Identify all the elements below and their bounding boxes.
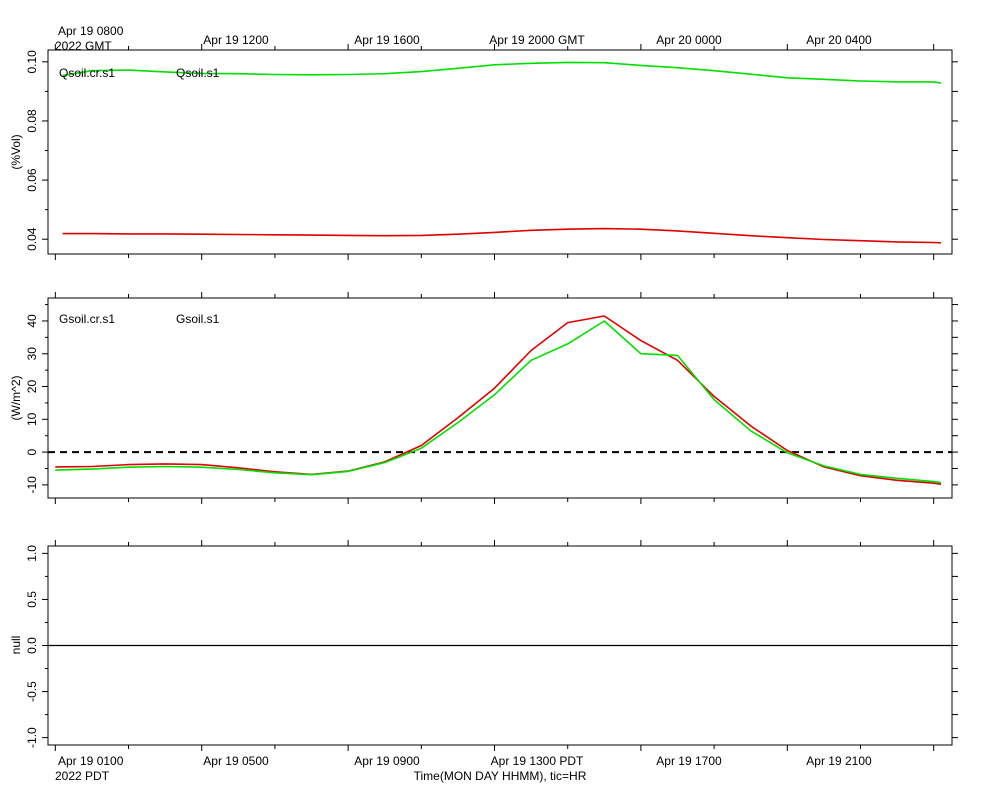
- series-line-gsoil-cr-s1: [55, 315, 942, 485]
- panel-soil-heat-flux: -10 0 10 20 30 40 (W/m^2) Gsoil.cr.s1 Gsoil.s…: [9, 292, 958, 504]
- y-tick-label: 0.10: [25, 50, 39, 74]
- y-tick-label: 20: [25, 380, 39, 394]
- y-tick-label: 0.06: [25, 168, 39, 192]
- legend-label-gsoil: Gsoil.s1: [176, 312, 220, 326]
- x-axis-title: Time(MON DAY HHMM), tic=HR: [414, 769, 587, 783]
- y-tick-label: 0: [25, 448, 39, 455]
- bottom-axis-tick-label: Apr 19 1700: [656, 754, 722, 768]
- legend-label-qsoil-cr: Qsoil.cr.s1: [59, 66, 115, 80]
- y-tick-label: -1.0: [25, 727, 39, 748]
- y-tick-label: 40: [25, 314, 39, 328]
- legend-label-qsoil: Qsoil.s1: [176, 66, 220, 80]
- y-tick-label: -0.5: [25, 681, 39, 702]
- y-tick-label: 10: [25, 412, 39, 426]
- x-ticks: [54, 540, 935, 751]
- series-line-gsoil-s1: [55, 320, 942, 484]
- y-tick-label: 1.0: [25, 545, 39, 562]
- y-axis-title: null: [9, 636, 23, 655]
- bottom-axis-tick-label: Apr 19 2100: [806, 754, 872, 768]
- y-tick-label: 0.08: [25, 109, 39, 133]
- top-axis-tick-label: Apr 20 0400: [806, 33, 872, 47]
- panel-frame: [47, 297, 953, 499]
- bottom-axis-start-label-line2: 2022 PDT: [55, 769, 110, 783]
- y-axis: 0.04 0.06 0.08 0.10: [25, 50, 958, 251]
- series-line-qsoil-cr-s1: [62, 227, 942, 244]
- series-lines: [55, 315, 942, 485]
- y-tick-label: -10: [25, 476, 39, 494]
- y-axis-title: (%Vol): [9, 134, 23, 169]
- y-axis: -1.0 -0.5 0.0 0.5 1.0: [25, 545, 958, 748]
- y-tick-label: 30: [25, 347, 39, 361]
- top-axis-tick-label: Apr 20 0000: [656, 33, 722, 47]
- y-axis-title: (W/m^2): [9, 376, 23, 421]
- series-line-qsoil-s1: [62, 61, 942, 84]
- legend-label-gsoil-cr: Gsoil.cr.s1: [59, 312, 115, 326]
- panel-soil-moisture: 0.04 0.06 0.08 0.10 (%Vol) Qsoil.cr.s1 Qsoi…: [9, 44, 958, 260]
- top-axis-start-label-line2: 2022 GMT: [55, 39, 112, 53]
- y-tick-label: 0.0: [25, 637, 39, 654]
- panel-null: -1.0 -0.5 0.0 0.5 1.0 null: [9, 540, 958, 751]
- bottom-axis-start-label-line1: Apr 19 0100: [58, 754, 124, 768]
- top-axis-tick-label: Apr 19 1600: [354, 33, 420, 47]
- bottom-axis-tick-label: Apr 19 0500: [203, 754, 269, 768]
- bottom-axis-tick-label: Apr 19 0900: [354, 754, 420, 768]
- y-tick-label: 0.5: [25, 591, 39, 608]
- top-axis-tick-label: Apr 19 2000 GMT: [489, 33, 585, 47]
- top-axis-start-label-line1: Apr 19 0800: [58, 24, 124, 38]
- panel-frame: [47, 49, 953, 255]
- bottom-axis-tick-label: Apr 19 1300 PDT: [491, 754, 584, 768]
- y-axis: -10 0 10 20 30 40: [25, 304, 958, 494]
- x-ticks: [54, 44, 935, 260]
- x-ticks: [54, 292, 935, 504]
- top-axis-tick-label: Apr 19 1200: [203, 33, 269, 47]
- series-lines: [62, 61, 942, 244]
- y-tick-label: 0.04: [25, 227, 39, 251]
